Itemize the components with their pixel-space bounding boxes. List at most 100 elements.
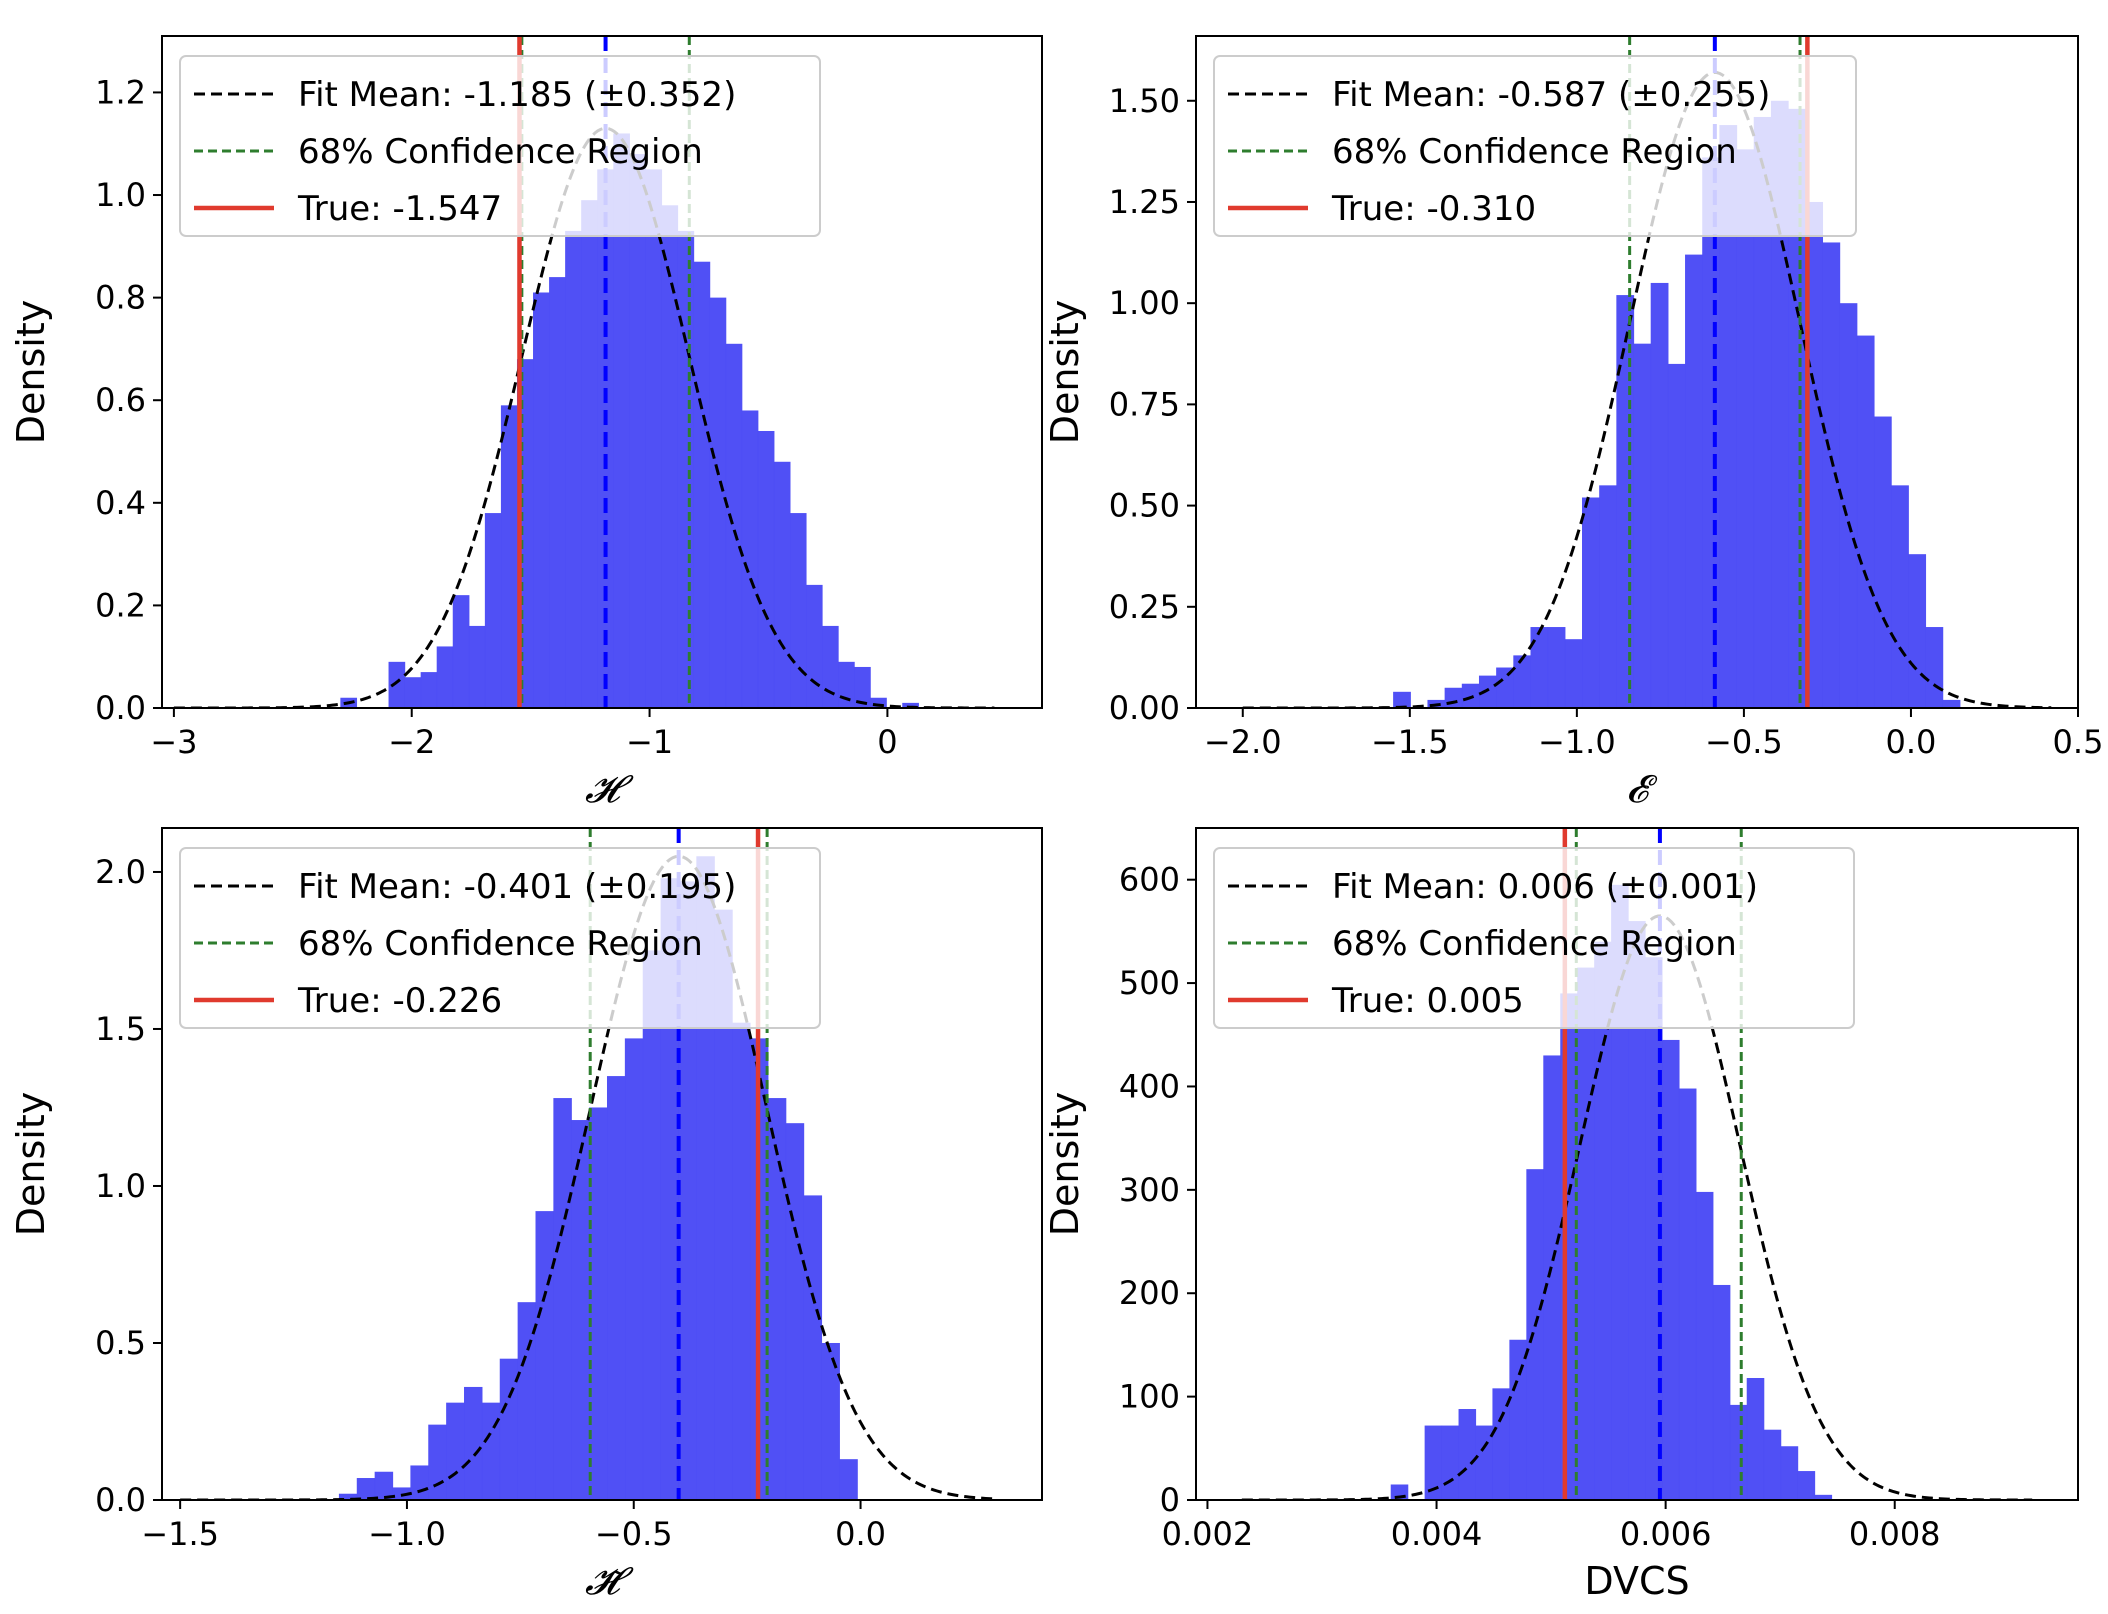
y-tick-label: 0.50 xyxy=(1109,487,1180,525)
histogram-bar xyxy=(1461,683,1480,708)
histogram-bar xyxy=(1543,1055,1561,1500)
histogram-bar xyxy=(1441,1425,1460,1500)
chart-panel-2: −2.0 −1.5 −1.0 −0.5 0.0 0.5 0.00 0.25 0.50 0.75 1.… xyxy=(1043,35,2103,811)
legend-true-label: True: -0.310 xyxy=(1331,189,1536,229)
y-tick-label: 2.0 xyxy=(95,853,146,891)
legend-confidence-label: 68% Confidence Region xyxy=(298,132,703,172)
histogram-bar xyxy=(1424,1425,1443,1500)
histogram-bar xyxy=(571,1120,590,1500)
histogram-bar xyxy=(714,909,733,1500)
histogram-bar xyxy=(1891,485,1909,708)
legend: Fit Mean: 0.006 (±0.001) 68% Confidence R… xyxy=(1213,847,1855,1029)
histogram-bar xyxy=(1564,639,1583,708)
histogram-bar xyxy=(1458,1409,1477,1500)
y-tick-label: 0.75 xyxy=(1109,385,1180,423)
histogram-bar xyxy=(757,430,775,708)
y-tick-label: 1.25 xyxy=(1109,183,1180,221)
y-tick-label: 1.0 xyxy=(95,1167,146,1205)
histogram-bar xyxy=(1797,1471,1816,1500)
y-tick-label: 600 xyxy=(1119,861,1180,899)
x-tick-label: −1.5 xyxy=(1371,723,1449,761)
histogram-bar xyxy=(661,205,679,708)
histogram-bar xyxy=(1530,627,1549,708)
histogram-bar xyxy=(1616,295,1635,708)
y-tick-label: 1.00 xyxy=(1109,284,1180,322)
legend-fit-label: Fit Mean: -1.185 (±0.352) xyxy=(298,75,736,115)
y-tick-label: 1.0 xyxy=(95,176,146,214)
y-tick-label: 500 xyxy=(1119,964,1180,1002)
histogram-bar xyxy=(1814,1494,1833,1500)
histogram-bar xyxy=(589,1107,608,1500)
histogram-bar xyxy=(1839,303,1858,708)
chart-panel-1: −3 −2 −1 0 0.0 0.2 0.4 0.6 0.8 1.0 1.2 𝓗 Density Fit … xyxy=(9,35,1043,811)
histogram-bar xyxy=(822,625,839,708)
histogram-bar xyxy=(1763,1429,1782,1500)
histogram-bar xyxy=(388,661,406,708)
legend-box xyxy=(179,847,821,1029)
histogram-bar xyxy=(464,1386,483,1500)
histogram-bar xyxy=(1577,967,1595,1500)
legend-confidence-label: 68% Confidence Region xyxy=(1332,924,1737,964)
legend-confidence-label: 68% Confidence Region xyxy=(1332,132,1737,172)
x-axis-label: 𝓗 xyxy=(585,767,634,811)
histogram-bar xyxy=(1582,497,1600,708)
y-tick-label: 0.00 xyxy=(1109,689,1180,727)
x-tick-label: −1 xyxy=(626,723,673,761)
histogram-bar xyxy=(805,584,823,708)
x-tick-label: −1.0 xyxy=(1538,723,1616,761)
x-tick-label: 0.004 xyxy=(1391,1515,1483,1553)
legend-box xyxy=(179,55,821,237)
x-tick-label: −3 xyxy=(150,723,197,761)
x-axis-label: 𝓔 xyxy=(1626,767,1658,811)
y-tick-label: 1.2 xyxy=(95,73,146,111)
histogram-bar xyxy=(1633,343,1652,708)
histogram-bar xyxy=(839,1459,858,1500)
histogram-bar xyxy=(645,169,663,708)
histogram-bar xyxy=(725,343,743,708)
y-tick-label: 400 xyxy=(1119,1067,1180,1105)
histogram-bar xyxy=(1712,1284,1731,1500)
axes-frame xyxy=(1195,827,2079,1501)
histogram-bar xyxy=(677,230,695,708)
y-tick-label: 0.4 xyxy=(95,484,146,522)
histogram-bar xyxy=(374,1471,394,1500)
x-tick-label: −1.5 xyxy=(141,1515,219,1553)
histogram-bar xyxy=(741,410,759,708)
histogram-bar xyxy=(678,881,697,1500)
histogram-bar xyxy=(789,513,807,708)
histogram-bar xyxy=(1770,100,1789,708)
legend-true-label: True: -1.547 xyxy=(297,189,502,229)
histogram-bar xyxy=(338,1493,358,1500)
y-tick-label: 0.0 xyxy=(95,689,146,727)
axes-frame xyxy=(1195,35,2079,709)
x-tick-label: −1.0 xyxy=(368,1515,446,1553)
y-tick-label: 0.0 xyxy=(95,1481,146,1519)
histogram-bar xyxy=(1492,1388,1510,1500)
histogram-bar xyxy=(565,230,582,708)
histogram-bar xyxy=(785,1123,805,1500)
histogram-bar xyxy=(1753,116,1772,708)
histogram-bar xyxy=(468,625,486,708)
histogram-bar xyxy=(642,950,662,1500)
histogram-bar xyxy=(581,200,598,708)
x-tick-label: 0.0 xyxy=(835,1515,886,1553)
histogram-bar xyxy=(356,1478,376,1500)
legend-confidence-label: 68% Confidence Region xyxy=(298,924,703,964)
histogram-bar xyxy=(1594,941,1612,1500)
histogram-bar xyxy=(533,292,550,708)
histogram-bar xyxy=(410,1465,429,1500)
plot-area xyxy=(1242,36,2052,708)
axes-frame xyxy=(161,35,1043,709)
y-tick-label: 1.5 xyxy=(95,1010,146,1048)
x-tick-label: 0.008 xyxy=(1849,1515,1941,1553)
legend-fit-label: Fit Mean: -0.587 (±0.255) xyxy=(1332,75,1770,115)
histogram-bar xyxy=(838,661,855,708)
y-tick-label: 0.5 xyxy=(95,1324,146,1362)
histogram-bar xyxy=(1393,691,1411,708)
legend-fit-label: Fit Mean: 0.006 (±0.001) xyxy=(1332,867,1758,907)
histogram-bar xyxy=(452,595,470,708)
histogram-bar xyxy=(1611,884,1629,1500)
histogram-bar xyxy=(1509,1339,1527,1500)
histogram-bar xyxy=(404,677,422,708)
